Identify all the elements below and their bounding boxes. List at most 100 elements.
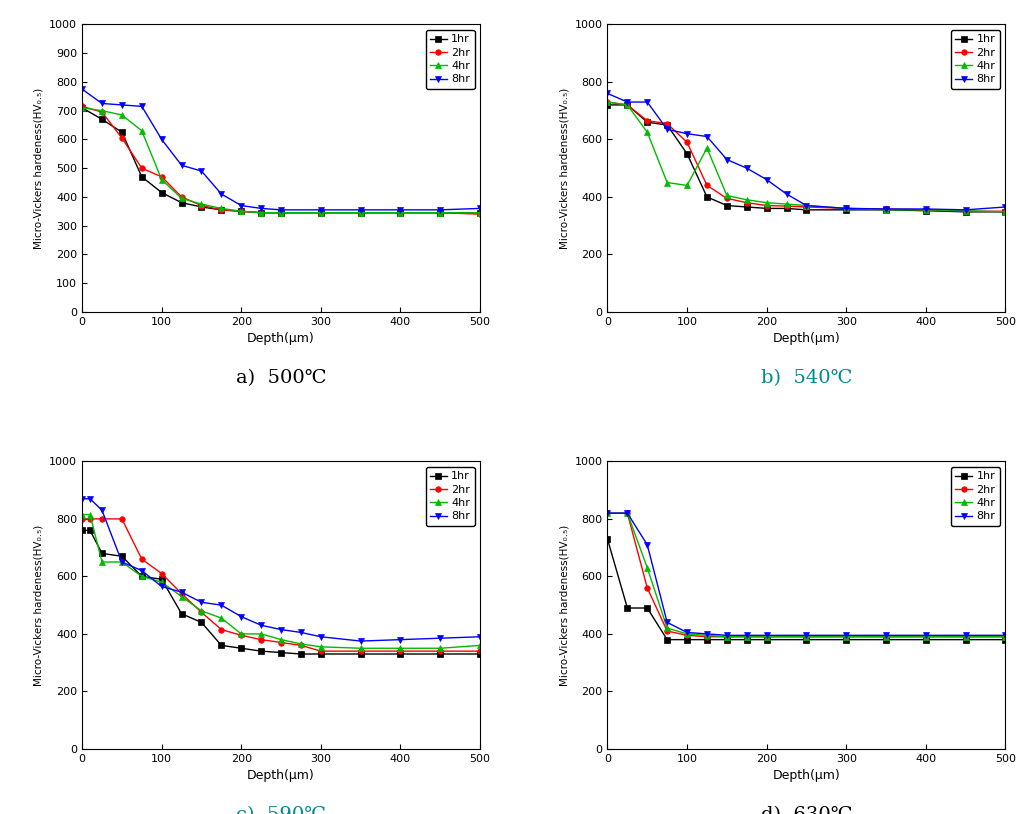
4hr [474, 641, 486, 650]
1hr [195, 202, 207, 212]
1hr [840, 635, 853, 645]
2hr [880, 204, 893, 214]
1hr [800, 635, 813, 645]
1hr [720, 201, 733, 211]
8hr [95, 505, 108, 515]
4hr [195, 606, 207, 615]
4hr [919, 632, 932, 641]
Line: 4hr: 4hr [79, 512, 483, 651]
2hr [760, 632, 773, 641]
1hr [215, 205, 228, 215]
X-axis label: Depth(μm): Depth(μm) [773, 769, 840, 782]
1hr [959, 635, 972, 645]
2hr [701, 632, 713, 641]
8hr [661, 125, 673, 134]
1hr [434, 649, 446, 659]
2hr [116, 514, 128, 523]
4hr [76, 510, 88, 519]
2hr [175, 589, 188, 598]
8hr [840, 204, 853, 213]
1hr [135, 172, 148, 182]
2hr [661, 626, 673, 636]
4hr [175, 592, 188, 602]
2hr [621, 100, 633, 110]
1hr [999, 207, 1012, 217]
2hr [255, 635, 268, 645]
4hr [394, 208, 406, 217]
2hr [156, 172, 168, 182]
2hr [661, 119, 673, 129]
4hr [760, 632, 773, 641]
8hr [255, 204, 268, 213]
4hr [681, 629, 694, 639]
8hr [760, 630, 773, 640]
4hr [156, 577, 168, 587]
1hr [919, 635, 932, 645]
2hr [641, 583, 654, 593]
Legend: 1hr, 2hr, 4hr, 8hr: 1hr, 2hr, 4hr, 8hr [426, 30, 475, 89]
8hr [116, 100, 128, 110]
2hr [355, 208, 367, 217]
4hr [294, 639, 307, 649]
Line: 4hr: 4hr [604, 510, 1009, 640]
2hr [601, 508, 614, 518]
1hr [661, 120, 673, 130]
2hr [959, 207, 972, 217]
4hr [235, 207, 247, 217]
4hr [474, 208, 486, 217]
Text: a)  500℃: a) 500℃ [236, 370, 326, 387]
8hr [999, 202, 1012, 212]
8hr [175, 588, 188, 597]
1hr [175, 609, 188, 619]
1hr [255, 208, 268, 217]
8hr [195, 166, 207, 176]
8hr [275, 624, 287, 634]
8hr [255, 620, 268, 630]
1hr [116, 551, 128, 561]
8hr [434, 633, 446, 643]
Line: 1hr: 1hr [604, 536, 1009, 642]
2hr [275, 637, 287, 647]
2hr [394, 208, 406, 217]
2hr [76, 102, 88, 112]
Line: 4hr: 4hr [79, 105, 483, 216]
4hr [720, 190, 733, 200]
4hr [880, 632, 893, 641]
8hr [681, 129, 694, 138]
Line: 2hr: 2hr [604, 99, 1009, 214]
1hr [474, 208, 486, 217]
4hr [840, 632, 853, 641]
1hr [95, 115, 108, 125]
8hr [474, 632, 486, 641]
8hr [840, 630, 853, 640]
4hr [116, 557, 128, 567]
Line: 8hr: 8hr [79, 86, 483, 212]
Text: c)  590℃: c) 590℃ [236, 807, 326, 814]
1hr [681, 635, 694, 645]
2hr [235, 630, 247, 640]
1hr [195, 618, 207, 628]
1hr [641, 117, 654, 127]
1hr [394, 208, 406, 217]
Line: 8hr: 8hr [604, 90, 1009, 212]
4hr [741, 632, 753, 641]
Text: b)  540℃: b) 540℃ [760, 370, 853, 387]
Y-axis label: Micro-Vickers hardeness(HV₀.₅): Micro-Vickers hardeness(HV₀.₅) [34, 88, 44, 249]
4hr [701, 143, 713, 153]
4hr [681, 181, 694, 190]
1hr [999, 635, 1012, 645]
8hr [641, 97, 654, 107]
2hr [474, 209, 486, 219]
4hr [255, 208, 268, 217]
2hr [800, 202, 813, 212]
8hr [215, 600, 228, 610]
2hr [84, 514, 96, 523]
8hr [760, 175, 773, 185]
8hr [959, 630, 972, 640]
Legend: 1hr, 2hr, 4hr, 8hr: 1hr, 2hr, 4hr, 8hr [426, 467, 475, 526]
X-axis label: Depth(μm): Depth(μm) [247, 769, 315, 782]
X-axis label: Depth(μm): Depth(μm) [773, 332, 840, 345]
1hr [641, 603, 654, 613]
4hr [394, 643, 406, 653]
Line: 2hr: 2hr [79, 103, 483, 217]
